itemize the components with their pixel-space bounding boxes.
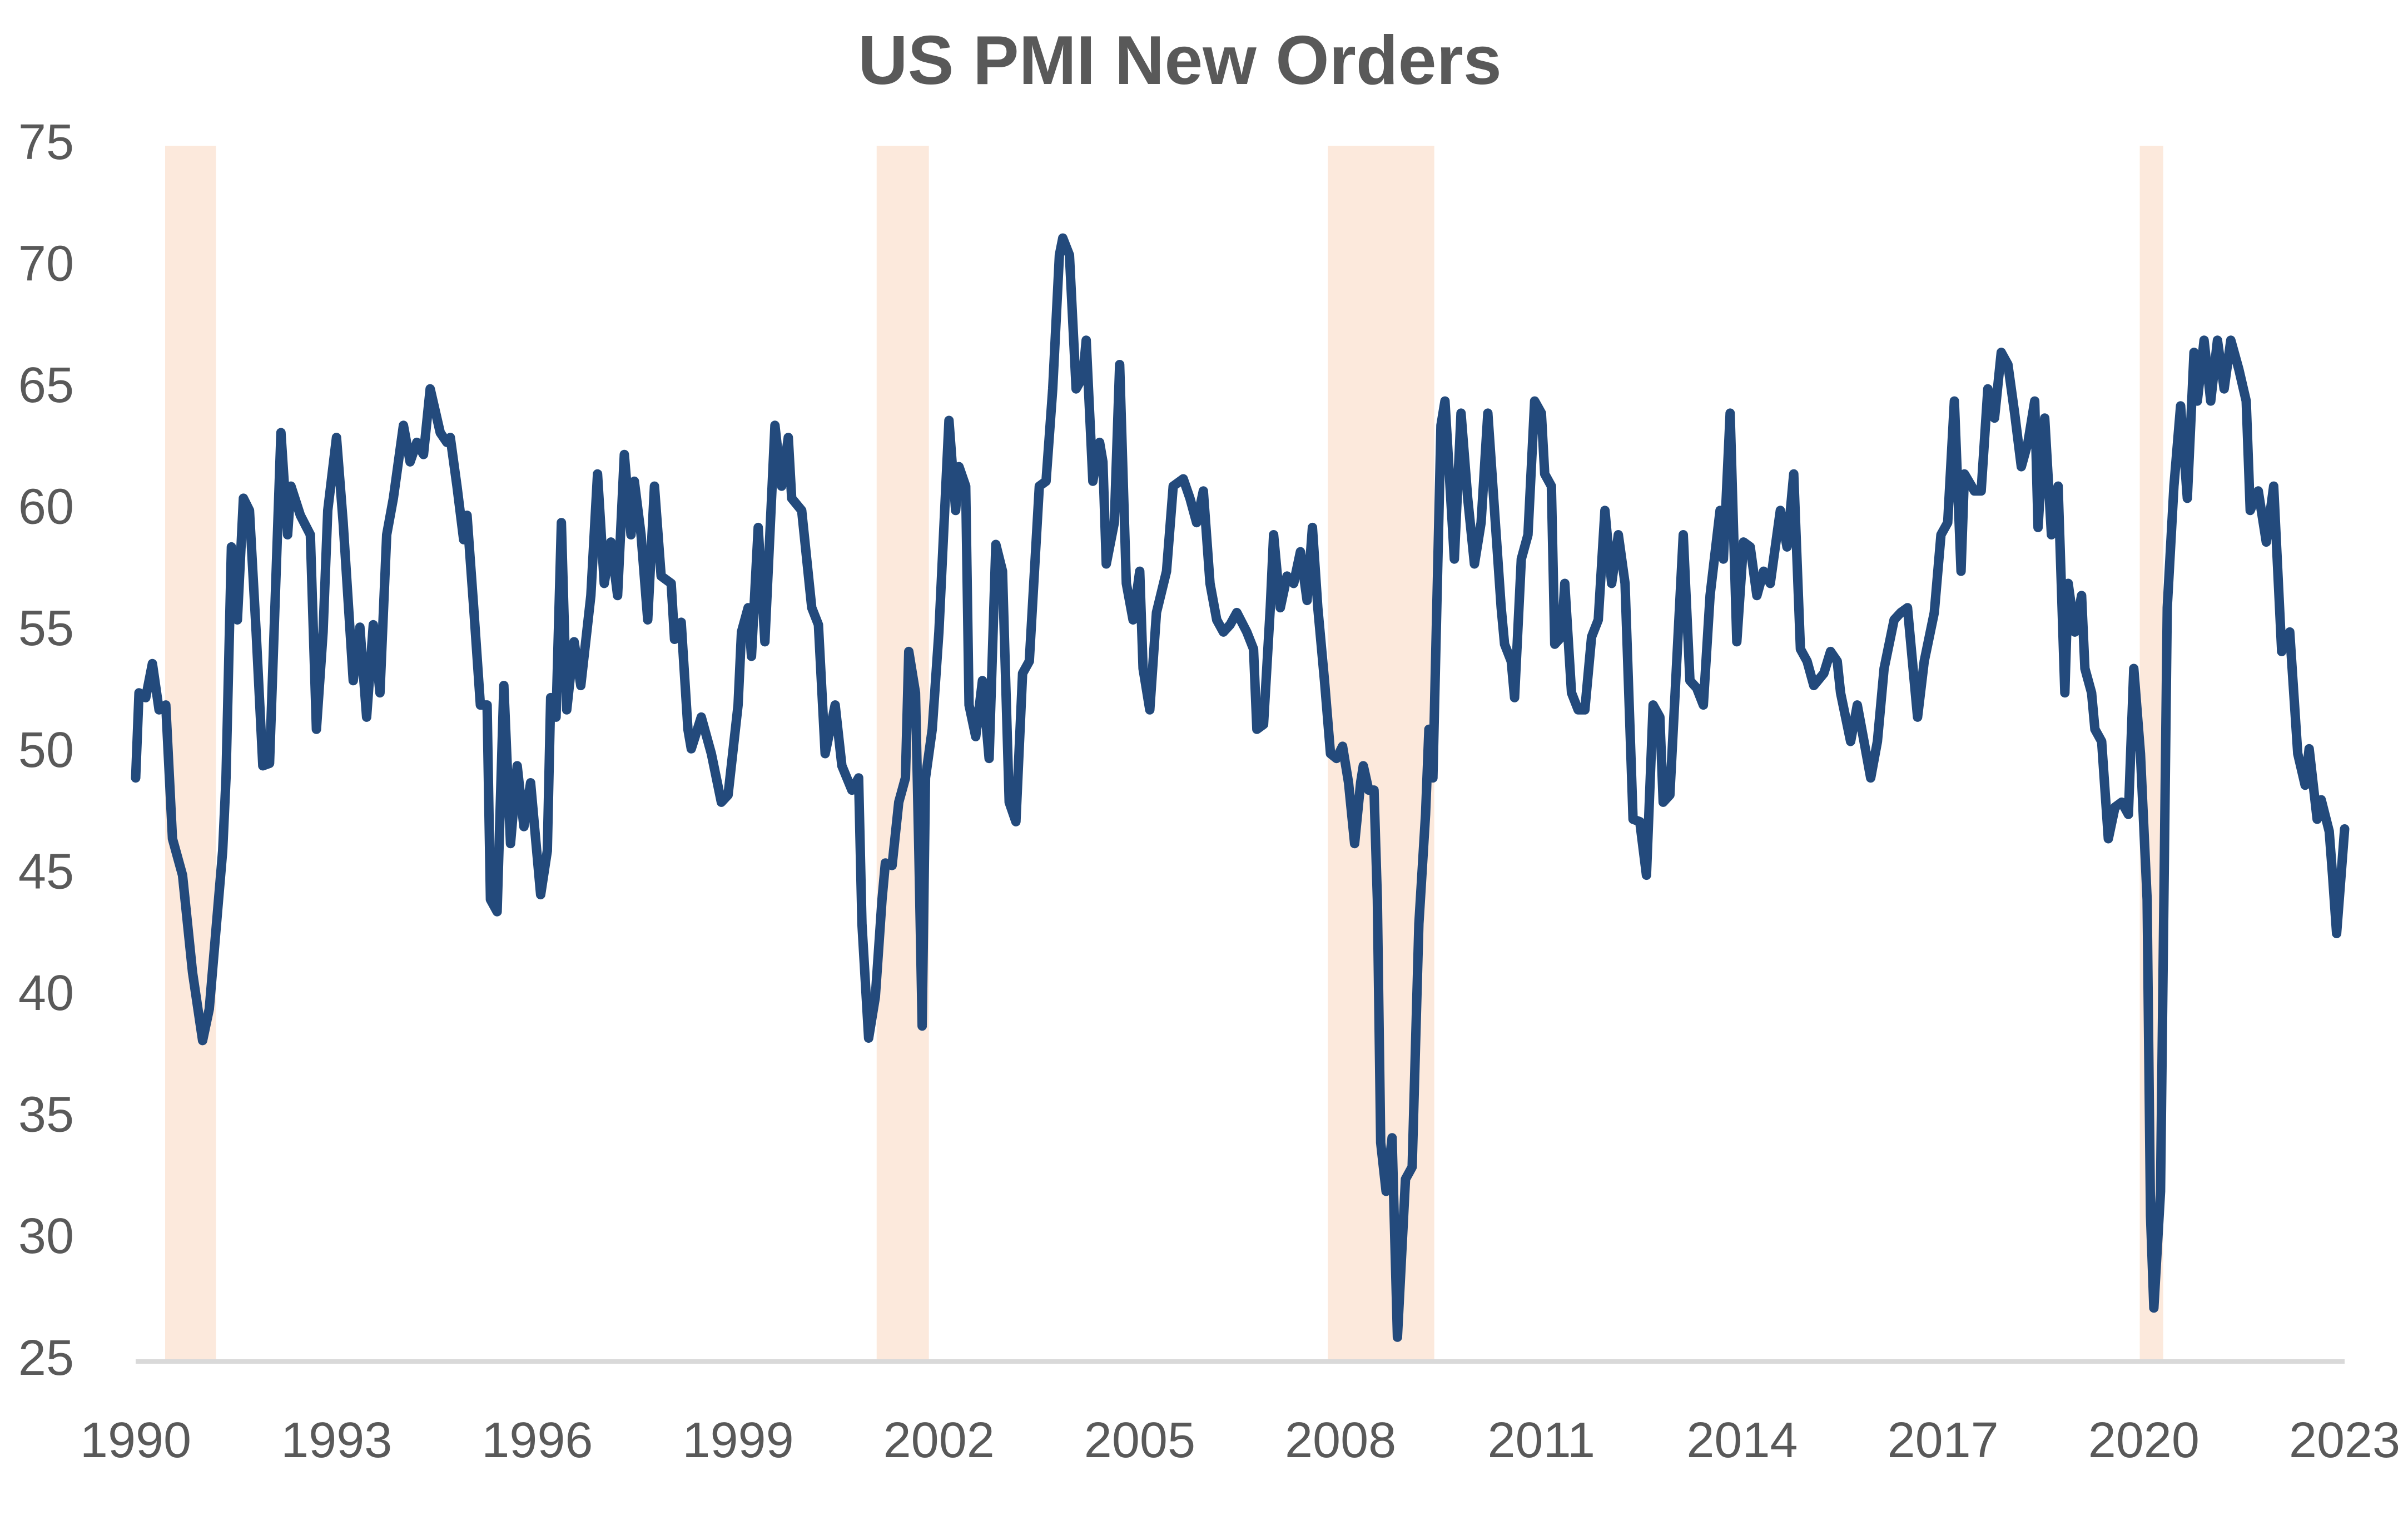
x-tick-label: 2023	[2289, 1413, 2400, 1468]
y-tick-label: 60	[18, 479, 74, 535]
x-tick-label: 2008	[1285, 1413, 1396, 1468]
x-tick-label: 2017	[1888, 1413, 1999, 1468]
data-line	[131, 233, 2350, 1342]
y-tick-label: 55	[18, 601, 74, 656]
y-tick-label: 25	[18, 1330, 74, 1386]
x-tick-label: 1996	[481, 1413, 593, 1468]
chart-title: US PMI New Orders	[858, 22, 1502, 99]
x-tick-label: 2020	[2088, 1413, 2200, 1468]
x-tick-label: 2005	[1084, 1413, 1195, 1468]
y-tick-label: 30	[18, 1209, 74, 1264]
x-tick-label: 1993	[281, 1413, 392, 1468]
y-tick-label: 35	[18, 1087, 74, 1143]
y-tick-label: 50	[18, 722, 74, 778]
x-tick-label: 2014	[1686, 1413, 1798, 1468]
y-tick-label: 75	[18, 115, 74, 170]
x-tick-label: 2002	[883, 1413, 995, 1468]
x-tick-label: 1999	[682, 1413, 793, 1468]
y-tick-label: 65	[18, 358, 74, 413]
x-tick-label: 2011	[1487, 1413, 1595, 1468]
y-tick-label: 40	[18, 966, 74, 1021]
x-tick-label: 1990	[80, 1413, 191, 1468]
y-tick-label: 45	[18, 844, 74, 899]
shaded-region	[165, 146, 216, 1361]
y-tick-label: 70	[18, 236, 74, 291]
